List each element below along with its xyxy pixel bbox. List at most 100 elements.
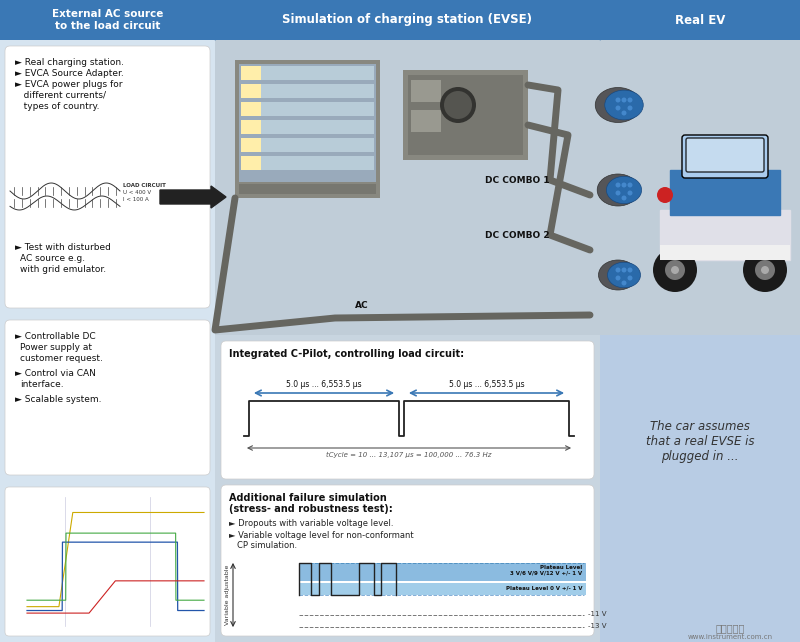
Text: Variable adjustable: Variable adjustable [226, 565, 230, 625]
Bar [299, 583, 586, 595]
Ellipse shape [597, 174, 638, 206]
Text: U < 400 V: U < 400 V [123, 190, 151, 195]
FancyBboxPatch shape [686, 138, 764, 172]
Text: 仪器信息网: 仪器信息网 [715, 623, 745, 633]
Text: Simulation of charging station (EVSE): Simulation of charging station (EVSE) [282, 13, 533, 26]
Bar [241, 66, 261, 80]
Bar [241, 102, 261, 116]
Bar [235, 60, 380, 198]
Bar [411, 110, 441, 132]
Text: ► Control via CAN: ► Control via CAN [15, 369, 96, 378]
Circle shape [615, 268, 621, 272]
Circle shape [627, 275, 633, 281]
Text: Plateau Level
3 V/6 V/9 V/12 V +/- 1 V: Plateau Level 3 V/6 V/9 V/12 V +/- 1 V [510, 565, 582, 576]
Text: customer request.: customer request. [20, 354, 103, 363]
Text: The car assumes
that a real EVSE is
plugged in ...: The car assumes that a real EVSE is plug… [646, 420, 754, 463]
Text: ► EVCA power plugs for: ► EVCA power plugs for [15, 80, 122, 89]
Circle shape [615, 275, 621, 281]
Text: I < 100 A: I < 100 A [123, 197, 149, 202]
Circle shape [622, 196, 626, 200]
Polygon shape [685, 138, 765, 175]
Bar [408, 75, 523, 155]
Circle shape [615, 105, 621, 110]
Circle shape [615, 98, 621, 103]
Bar [0, 0, 215, 40]
Bar [239, 184, 376, 194]
Text: -11 V: -11 V [588, 611, 606, 617]
Text: Plateau Level 0 V +/- 1 V: Plateau Level 0 V +/- 1 V [506, 585, 582, 590]
Circle shape [627, 105, 633, 110]
Text: different currents/: different currents/ [15, 91, 106, 100]
FancyBboxPatch shape [5, 46, 210, 308]
Bar [241, 120, 261, 134]
Bar [241, 84, 261, 98]
Circle shape [627, 98, 633, 103]
Text: (stress- and robustness test):: (stress- and robustness test): [229, 504, 393, 514]
Bar [0, 40, 215, 642]
Circle shape [671, 266, 679, 274]
Text: ► EVCA Source Adapter.: ► EVCA Source Adapter. [15, 69, 124, 78]
Text: ► Test with disturbed: ► Test with disturbed [15, 243, 111, 252]
Text: tCycle = 10 ... 13,107 μs = 100,000 ... 76.3 Hz: tCycle = 10 ... 13,107 μs = 100,000 ... … [326, 452, 492, 458]
Bar [600, 335, 800, 642]
Circle shape [627, 182, 633, 187]
Circle shape [440, 87, 476, 123]
Polygon shape [670, 170, 780, 215]
Text: with grid emulator.: with grid emulator. [20, 265, 106, 274]
Text: AC source e.g.: AC source e.g. [20, 254, 85, 263]
Bar [241, 156, 374, 170]
Bar [215, 0, 600, 40]
Circle shape [627, 191, 633, 196]
Text: 5.0 μs ... 6,553.5 μs: 5.0 μs ... 6,553.5 μs [449, 380, 524, 389]
Circle shape [622, 98, 626, 103]
Bar [241, 138, 374, 152]
Ellipse shape [598, 260, 638, 290]
Text: ► Variable voltage level for non-conformant: ► Variable voltage level for non-conform… [229, 531, 414, 540]
Bar [411, 80, 441, 102]
FancyBboxPatch shape [5, 320, 210, 475]
Bar [241, 138, 261, 152]
Circle shape [622, 110, 626, 116]
Text: LOAD CIRCUIT: LOAD CIRCUIT [123, 183, 166, 188]
Text: DC COMBO 2: DC COMBO 2 [485, 231, 550, 240]
Text: CP simulation.: CP simulation. [237, 541, 297, 550]
Bar [215, 335, 600, 642]
Text: -13 V: -13 V [588, 623, 606, 629]
Circle shape [615, 182, 621, 187]
Ellipse shape [605, 90, 643, 120]
Polygon shape [660, 210, 790, 260]
Text: Power supply at: Power supply at [20, 343, 92, 352]
Bar [241, 156, 261, 170]
Text: www.instrument.com.cn: www.instrument.com.cn [687, 634, 773, 640]
Text: Integrated C-Pilot, controlling load circuit:: Integrated C-Pilot, controlling load cir… [229, 349, 464, 359]
Circle shape [615, 191, 621, 196]
Text: AC: AC [355, 301, 369, 310]
Ellipse shape [606, 177, 642, 204]
Text: interface.: interface. [20, 380, 64, 389]
Bar [660, 245, 790, 260]
Text: Additional failure simulation: Additional failure simulation [229, 493, 386, 503]
Circle shape [755, 260, 775, 280]
Text: ► Real charging station.: ► Real charging station. [15, 58, 124, 67]
Ellipse shape [595, 87, 641, 123]
Bar [241, 84, 374, 98]
Bar [241, 120, 374, 134]
Bar [403, 70, 528, 160]
FancyBboxPatch shape [682, 135, 768, 178]
Bar [299, 563, 586, 581]
Circle shape [743, 248, 787, 292]
Circle shape [657, 187, 673, 203]
FancyBboxPatch shape [221, 341, 594, 479]
Bar [215, 40, 600, 335]
Circle shape [622, 268, 626, 272]
Text: External AC source
to the load circuit: External AC source to the load circuit [52, 9, 163, 31]
Text: ► Controllable DC: ► Controllable DC [15, 332, 96, 341]
Text: DC COMBO 1: DC COMBO 1 [485, 176, 550, 185]
Circle shape [761, 266, 769, 274]
Bar [600, 0, 800, 40]
Bar [241, 102, 374, 116]
Circle shape [665, 260, 685, 280]
Text: ► Scalable system.: ► Scalable system. [15, 395, 102, 404]
Ellipse shape [607, 262, 641, 288]
FancyBboxPatch shape [5, 487, 210, 636]
